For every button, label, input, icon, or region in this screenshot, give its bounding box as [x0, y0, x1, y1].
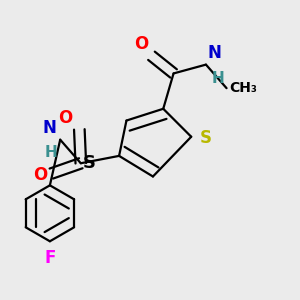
Text: F: F: [44, 249, 56, 267]
Text: N: N: [43, 119, 57, 137]
Text: S: S: [83, 154, 96, 172]
Text: O: O: [58, 109, 72, 127]
Text: H: H: [211, 71, 224, 86]
Text: N: N: [207, 44, 221, 62]
Text: CH₃: CH₃: [229, 81, 257, 94]
Text: O: O: [134, 35, 148, 53]
Text: O: O: [34, 166, 48, 184]
Text: H: H: [44, 145, 57, 160]
Text: S: S: [200, 129, 211, 147]
